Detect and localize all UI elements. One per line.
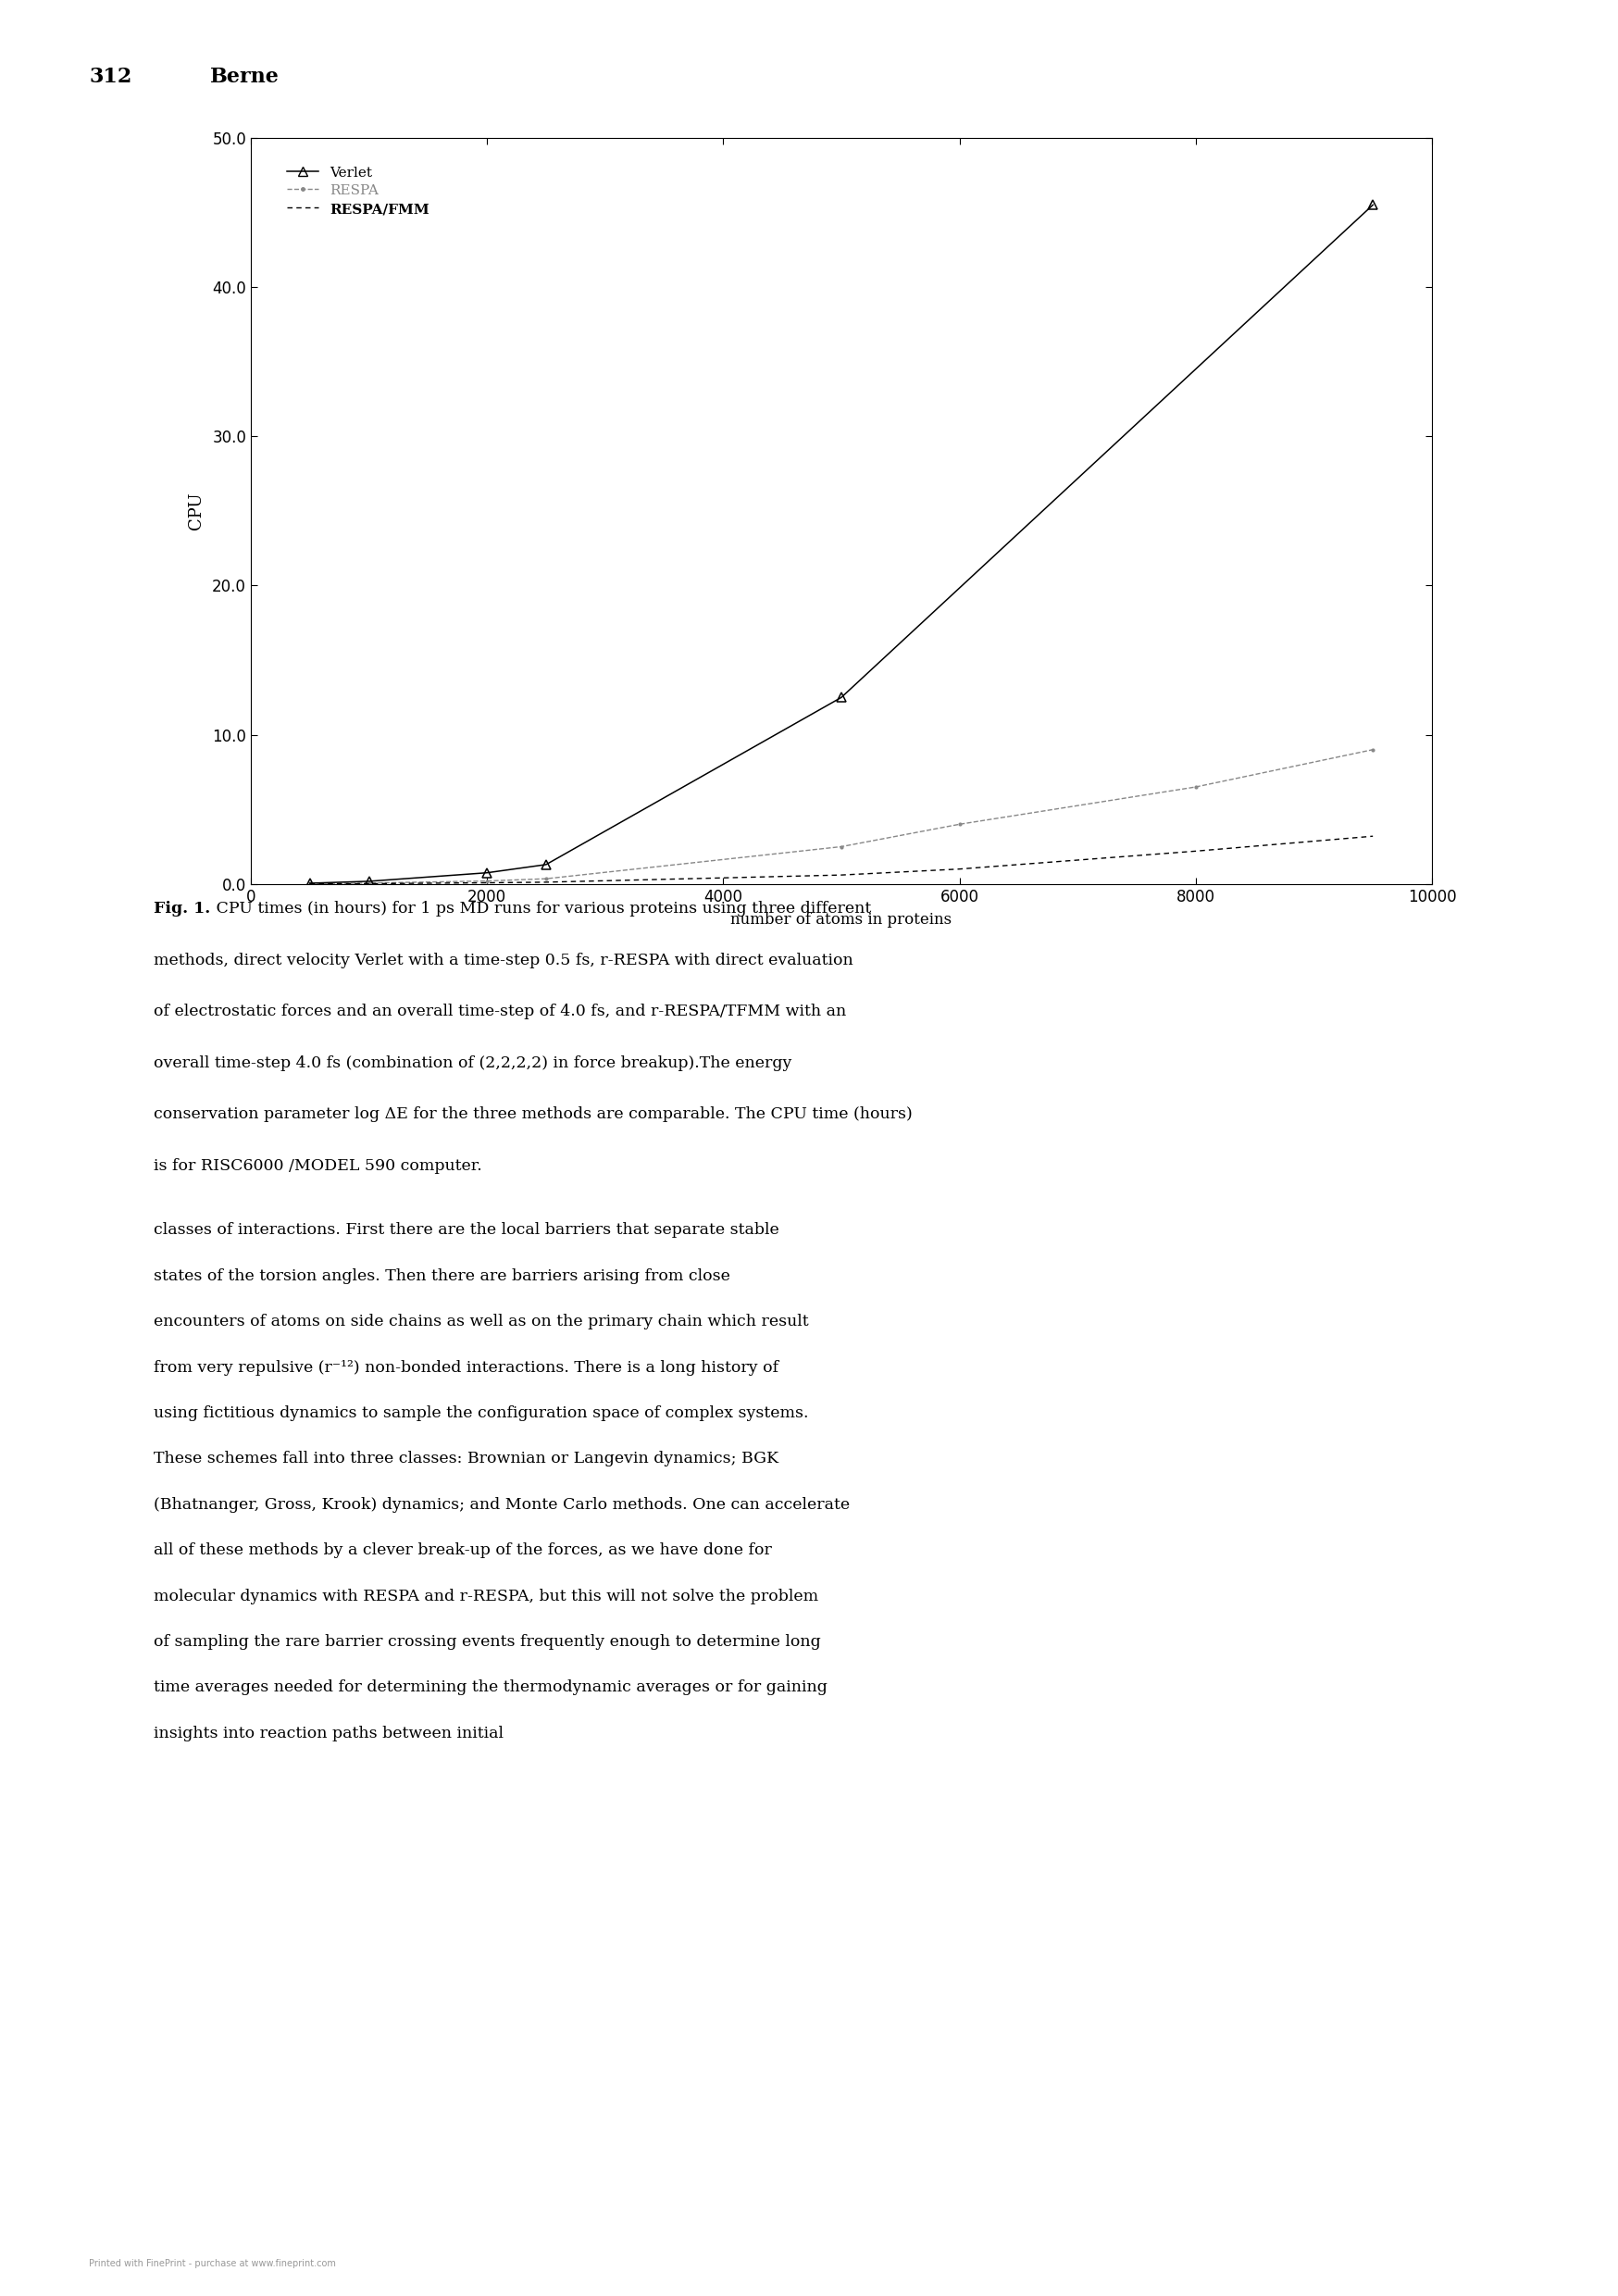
Text: using fictitious dynamics to sample the configuration space of complex systems.: using fictitious dynamics to sample the … [154,1405,809,1421]
Text: classes of interactions. First there are the local barriers that separate stable: classes of interactions. First there are… [154,1221,780,1238]
Text: molecular dynamics with RESPA and r-RESPA, but this will not solve the problem: molecular dynamics with RESPA and r-RESP… [154,1589,819,1605]
Text: encounters of atoms on side chains as well as on the primary chain which result: encounters of atoms on side chains as we… [154,1313,809,1329]
Text: overall time-step 4.0 fs (combination of (2,2,2,2) in force breakup).The energy: overall time-step 4.0 fs (combination of… [154,1056,791,1070]
Text: 312: 312 [89,67,133,87]
Text: insights into reaction paths between initial: insights into reaction paths between ini… [154,1727,503,1740]
Text: Printed with FinePrint - purchase at www.fineprint.com: Printed with FinePrint - purchase at www… [89,2259,337,2268]
Y-axis label: CPU: CPU [188,491,204,530]
Text: time averages needed for determining the thermodynamic averages or for gaining: time averages needed for determining the… [154,1681,827,1694]
Text: (Bhatnanger, Gross, Krook) dynamics; and Monte Carlo methods. One can accelerate: (Bhatnanger, Gross, Krook) dynamics; and… [154,1497,849,1513]
Text: methods, direct velocity Verlet with a time-step 0.5 fs, r-RESPA with direct eva: methods, direct velocity Verlet with a t… [154,953,853,969]
Text: These schemes fall into three classes: Brownian or Langevin dynamics; BGK: These schemes fall into three classes: B… [154,1451,778,1467]
Text: is for RISC6000 /MODEL 590 computer.: is for RISC6000 /MODEL 590 computer. [154,1157,482,1173]
Legend: Verlet, RESPA, RESPA/FMM: Verlet, RESPA, RESPA/FMM [282,161,435,220]
Text: all of these methods by a clever break-up of the forces, as we have done for: all of these methods by a clever break-u… [154,1543,772,1559]
Text: states of the torsion angles. Then there are barriers arising from close: states of the torsion angles. Then there… [154,1267,730,1283]
Text: of electrostatic forces and an overall time-step of 4.0 fs, and r-RESPA/TFMM wit: of electrostatic forces and an overall t… [154,1003,846,1019]
Text: from very repulsive (r⁻¹²) non-bonded interactions. There is a long history of: from very repulsive (r⁻¹²) non-bonded in… [154,1359,778,1375]
Text: CPU times (in hours) for 1 ps MD runs for various proteins using three different: CPU times (in hours) for 1 ps MD runs fo… [212,900,872,916]
Text: of sampling the rare barrier crossing events frequently enough to determine long: of sampling the rare barrier crossing ev… [154,1635,820,1651]
X-axis label: number of atoms in proteins: number of atoms in proteins [731,912,951,928]
Text: Berne: Berne [210,67,280,87]
Text: Fig. 1.: Fig. 1. [154,900,210,916]
Text: conservation parameter log ΔE for the three methods are comparable. The CPU time: conservation parameter log ΔE for the th… [154,1107,913,1123]
